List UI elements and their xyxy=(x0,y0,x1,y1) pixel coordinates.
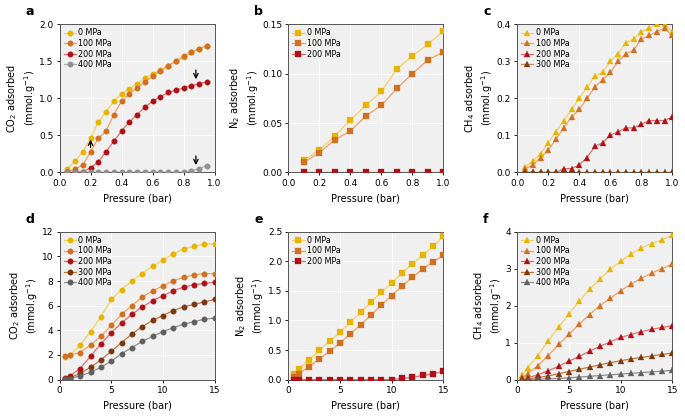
X-axis label: Pressure (bar): Pressure (bar) xyxy=(103,193,171,203)
Text: e: e xyxy=(254,213,263,226)
Text: b: b xyxy=(254,5,263,18)
Y-axis label: CO$_2$ adsorbed
(mmol.g$^{-1}$): CO$_2$ adsorbed (mmol.g$^{-1}$) xyxy=(5,64,38,133)
Y-axis label: N$_2$ adsorbed
(mmol.g$^{-1}$): N$_2$ adsorbed (mmol.g$^{-1}$) xyxy=(234,275,266,337)
Y-axis label: N$_2$ adsorbed
(mmol.g$^{-1}$): N$_2$ adsorbed (mmol.g$^{-1}$) xyxy=(229,67,260,129)
Y-axis label: CH$_4$ adsorbed
(mmol.g$^{-1}$): CH$_4$ adsorbed (mmol.g$^{-1}$) xyxy=(472,271,504,340)
Legend: 0 MPa, 100 MPa, 200 MPa, 300 MPa, 400 MPa: 0 MPa, 100 MPa, 200 MPa, 300 MPa, 400 MP… xyxy=(62,234,114,289)
Legend: 0 MPa, 100 MPa, 200 MPa: 0 MPa, 100 MPa, 200 MPa xyxy=(291,234,342,267)
Legend: 0 MPa, 100 MPa, 200 MPa, 300 MPa: 0 MPa, 100 MPa, 200 MPa, 300 MPa xyxy=(520,27,571,71)
Legend: 0 MPa, 100 MPa, 200 MPa: 0 MPa, 100 MPa, 200 MPa xyxy=(291,27,342,60)
X-axis label: Pressure (bar): Pressure (bar) xyxy=(103,401,171,411)
Y-axis label: CH$_4$ adsorbed
(mmol.g$^{-1}$): CH$_4$ adsorbed (mmol.g$^{-1}$) xyxy=(463,64,495,133)
X-axis label: Pressure (bar): Pressure (bar) xyxy=(560,401,630,411)
X-axis label: Pressure (bar): Pressure (bar) xyxy=(560,193,630,203)
Text: f: f xyxy=(483,213,488,226)
X-axis label: Pressure (bar): Pressure (bar) xyxy=(332,401,400,411)
Legend: 0 MPa, 100 MPa, 200 MPa, 400 MPa: 0 MPa, 100 MPa, 200 MPa, 400 MPa xyxy=(62,27,114,71)
Legend: 0 MPa, 100 MPa, 200 MPa, 300 MPa, 400 MPa: 0 MPa, 100 MPa, 200 MPa, 300 MPa, 400 MP… xyxy=(520,234,571,289)
Y-axis label: CO$_2$ adsorbed
(mmol.g$^{-1}$): CO$_2$ adsorbed (mmol.g$^{-1}$) xyxy=(8,271,40,340)
Text: c: c xyxy=(483,5,490,18)
X-axis label: Pressure (bar): Pressure (bar) xyxy=(332,193,400,203)
Text: a: a xyxy=(25,5,34,18)
Text: d: d xyxy=(25,213,34,226)
